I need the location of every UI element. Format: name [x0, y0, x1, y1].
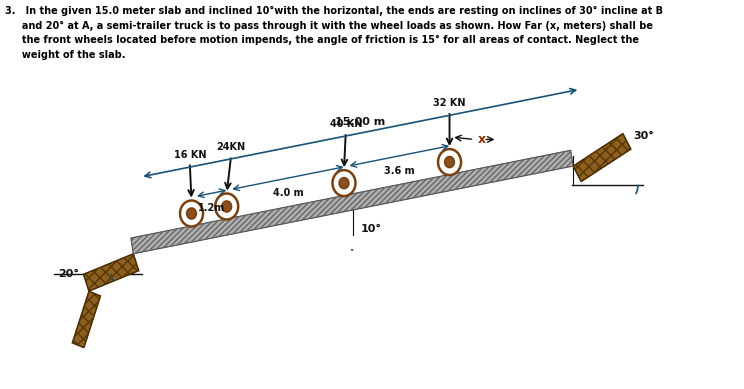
Circle shape	[222, 201, 231, 212]
Text: 15.00 m: 15.00 m	[336, 117, 385, 127]
Circle shape	[180, 200, 203, 226]
Circle shape	[438, 149, 461, 175]
Text: 30°: 30°	[634, 131, 655, 140]
Text: 32 KN: 32 KN	[433, 98, 466, 108]
Circle shape	[339, 178, 349, 189]
Circle shape	[187, 208, 196, 219]
Polygon shape	[83, 254, 139, 291]
Circle shape	[333, 170, 356, 196]
Polygon shape	[573, 133, 631, 182]
Text: 10°: 10°	[360, 224, 382, 234]
Circle shape	[445, 157, 455, 168]
Circle shape	[215, 193, 238, 219]
Polygon shape	[131, 150, 573, 254]
Text: 4.0 m: 4.0 m	[272, 188, 304, 198]
Text: 3.   In the given 15.0 meter slab and inclined 10°with the horizontal, the ends : 3. In the given 15.0 meter slab and incl…	[5, 6, 664, 60]
Text: 20°: 20°	[58, 269, 79, 279]
Text: 24KN: 24KN	[217, 142, 246, 152]
Text: 40 KN: 40 KN	[330, 119, 362, 129]
Text: 1.2m: 1.2m	[198, 203, 225, 213]
Text: 16 KN: 16 KN	[173, 149, 206, 159]
Text: x: x	[478, 133, 486, 146]
Text: 3.6 m: 3.6 m	[384, 166, 414, 176]
Polygon shape	[72, 291, 100, 348]
